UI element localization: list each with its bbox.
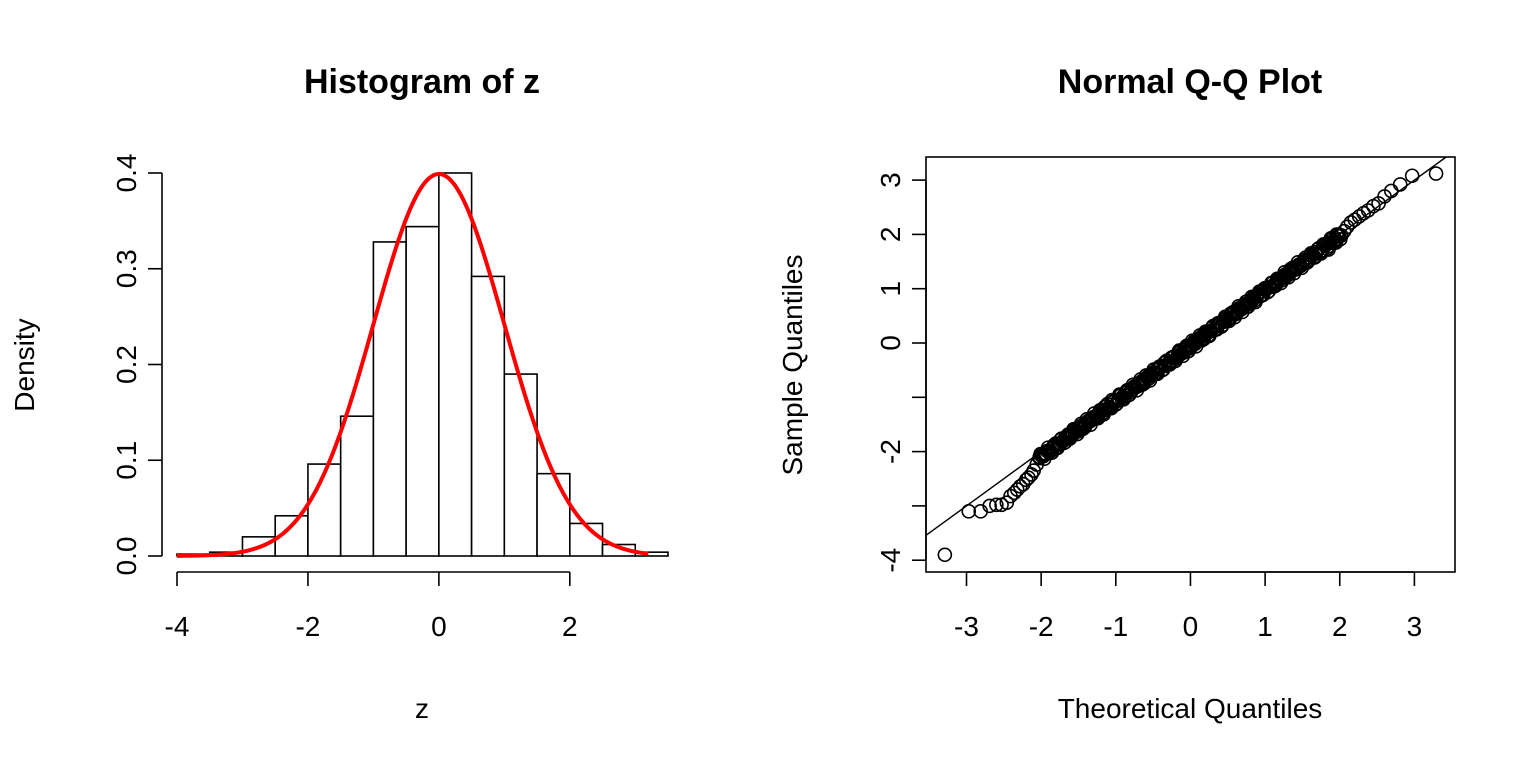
qq-y-tick-label: 2 — [875, 227, 906, 243]
normal-density-curve — [176, 172, 649, 558]
histogram-panel: Histogram of z z Density -4 -2 0 2 0.00.10.… — [9, 63, 669, 724]
qq-x-tick-label: -1 — [1103, 611, 1128, 642]
histogram-bar — [339, 415, 375, 557]
histogram-bar — [372, 241, 407, 557]
histogram-bar — [634, 551, 669, 557]
histogram-bars — [176, 172, 669, 557]
histogram-x-tick-label: 0 — [431, 611, 447, 642]
histogram-y-tick-label: 0.4 — [111, 154, 142, 193]
qq-y-tick-label: -4 — [875, 548, 906, 573]
histogram-y-tick-label: 0.2 — [111, 345, 142, 384]
histogram-y-tick-label: 0.3 — [111, 249, 142, 288]
histogram-title: Histogram of z — [304, 63, 540, 101]
histogram-x-tick-label: 2 — [562, 611, 578, 642]
qq-point — [1428, 166, 1444, 181]
qq-point — [1018, 472, 1034, 488]
qq-x-tick-label: 3 — [1407, 611, 1423, 642]
histogram-y-tick-label: 0.1 — [111, 441, 142, 480]
histogram-y-axis-label: Density — [9, 318, 40, 411]
qq-plot-title: Normal Q-Q Plot — [1058, 63, 1322, 101]
qq-x-tick-label: 1 — [1257, 611, 1273, 642]
qq-point — [1360, 203, 1376, 218]
qq-x-tick-label: -2 — [1029, 611, 1054, 642]
qq-point — [1392, 177, 1408, 192]
qq-y-tick-label: 0 — [875, 335, 906, 351]
histogram-x-tick-label: -4 — [165, 611, 190, 642]
qq-plot-x-axis-label: Theoretical Quantiles — [1058, 693, 1323, 724]
qq-y-axis: -4 -2 0 1 2 3 — [875, 172, 927, 573]
histogram-bar — [405, 225, 440, 557]
qq-x-tick-label: 0 — [1183, 611, 1199, 642]
histogram-x-tick-label: -2 — [295, 611, 320, 642]
histogram-x-axis: -4 -2 0 2 — [165, 571, 578, 642]
qq-y-tick-label: 3 — [875, 172, 906, 188]
qq-x-axis: -3 -2 -1 0 1 2 3 — [954, 571, 1423, 642]
histogram-x-axis-label: z — [415, 693, 429, 724]
qq-point — [1404, 168, 1420, 184]
qq-y-tick-label: -2 — [875, 439, 906, 464]
histogram-bar — [503, 373, 538, 557]
qq-point — [982, 498, 997, 514]
qq-plot-y-axis-label: Sample Quantiles — [777, 254, 808, 475]
qq-points — [937, 166, 1444, 563]
qq-x-tick-label: -3 — [954, 611, 979, 642]
qq-x-tick-label: 2 — [1332, 611, 1348, 642]
histogram-bar — [568, 522, 604, 557]
qq-plot-panel: Normal Q-Q Plot Theoretical Quantiles Sa… — [777, 63, 1456, 724]
qq-point — [989, 497, 1004, 513]
qq-y-tick-label: 1 — [875, 281, 906, 297]
qq-point — [1333, 228, 1349, 243]
histogram-bar — [470, 275, 506, 557]
qq-point — [937, 547, 953, 563]
histogram-y-tick-label: 0.0 — [111, 537, 142, 576]
qq-point — [961, 504, 977, 519]
histogram-bar — [536, 472, 571, 557]
histogram-bar — [307, 463, 342, 557]
histogram-y-axis: 0.0 0.1 0.2 0.3 0.4 — [111, 154, 163, 576]
histogram-bar — [438, 172, 473, 557]
